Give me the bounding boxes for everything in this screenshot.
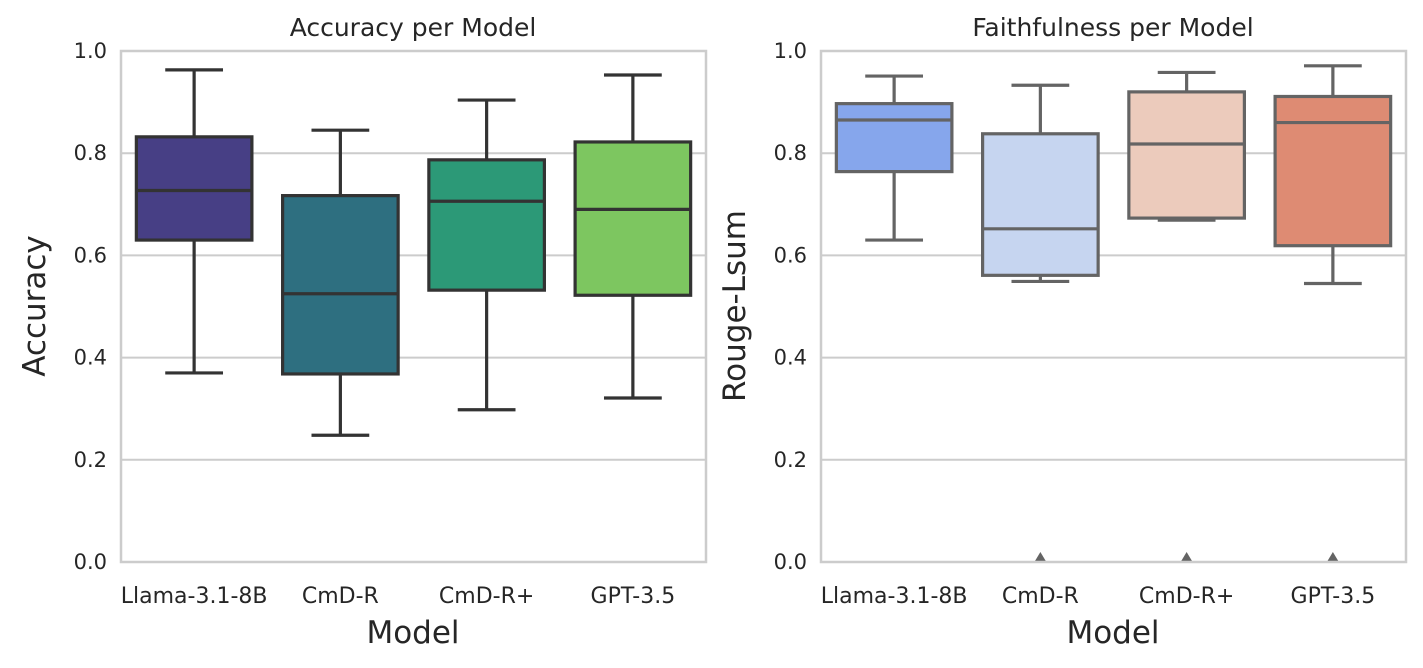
faithfulness-y-tick-label: 0.2 xyxy=(774,448,807,472)
accuracy-y-tick-label: 0.4 xyxy=(74,346,107,370)
faithfulness-box-llama-3-1-8b xyxy=(834,74,954,242)
iqr-box xyxy=(834,102,954,174)
accuracy-y-tick-label: 0.0 xyxy=(74,550,107,574)
faithfulness-y-tick-label: 0.0 xyxy=(774,550,807,574)
faithfulness-box-cmd-r xyxy=(981,83,1100,562)
faithfulness-y-tick-label: 1.0 xyxy=(774,39,807,63)
accuracy-y-tick-label: 0.6 xyxy=(74,243,107,267)
faithfulness-x-axis-label: Model xyxy=(1066,615,1159,651)
accuracy-x-axis-label: Model xyxy=(366,615,459,651)
faithfulness-plot-frame xyxy=(819,49,1408,564)
iqr-box xyxy=(427,158,546,292)
accuracy-box-cmd-r xyxy=(281,128,400,437)
iqr-box xyxy=(573,140,693,297)
faithfulness-chart-title: Faithfulness per Model xyxy=(972,13,1253,42)
faithfulness-x-tick-label: Llama-3.1-8B xyxy=(821,584,968,609)
accuracy-x-tick-label: Llama-3.1-8B xyxy=(121,584,268,609)
iqr-box xyxy=(1127,90,1246,220)
accuracy-plot-frame xyxy=(119,49,708,564)
accuracy-y-tick-label: 1.0 xyxy=(74,39,107,63)
accuracy-x-tick-label: CmD-R xyxy=(302,584,379,609)
accuracy-x-tick-label: CmD-R+ xyxy=(439,584,534,609)
faithfulness-box-cmd-r xyxy=(1127,70,1246,562)
faithfulness-y-axis-label: Rouge-Lsum xyxy=(717,210,753,402)
accuracy-y-tick-label: 0.2 xyxy=(74,448,107,472)
faithfulness-box-gpt-3-5 xyxy=(1273,64,1393,562)
accuracy-panel: Accuracy per Model 0.0 0.2 0.4 0.6 0.8 1.0 Ll… xyxy=(17,13,708,651)
accuracy-x-tick-label: GPT-3.5 xyxy=(591,584,676,609)
outlier-marker xyxy=(1180,552,1193,562)
faithfulness-panel: Faithfulness per Model 0.0 0.2 0.4 0.6 0.8 1.… xyxy=(717,13,1408,651)
iqr-box xyxy=(981,132,1100,277)
accuracy-y-tick-label: 0.8 xyxy=(74,141,107,165)
faithfulness-y-tick-label: 0.6 xyxy=(774,243,807,267)
faithfulness-y-tick-label: 0.4 xyxy=(774,346,807,370)
accuracy-chart-title: Accuracy per Model xyxy=(290,13,537,42)
iqr-box xyxy=(1273,94,1393,248)
accuracy-y-axis-label: Accuracy xyxy=(17,235,53,377)
outlier-marker xyxy=(1034,552,1047,562)
faithfulness-x-tick-label: CmD-R+ xyxy=(1139,584,1234,609)
outlier-marker xyxy=(1326,552,1339,562)
accuracy-box-llama-3-1-8b xyxy=(134,68,254,375)
faithfulness-y-tick-label: 0.8 xyxy=(774,141,807,165)
accuracy-box-gpt-3-5 xyxy=(573,73,693,400)
faithfulness-x-tick-label: CmD-R xyxy=(1002,584,1079,609)
iqr-box xyxy=(281,194,400,376)
accuracy-box-cmd-r xyxy=(427,98,546,412)
faithfulness-x-tick-label: GPT-3.5 xyxy=(1291,584,1376,609)
iqr-box xyxy=(134,135,254,242)
